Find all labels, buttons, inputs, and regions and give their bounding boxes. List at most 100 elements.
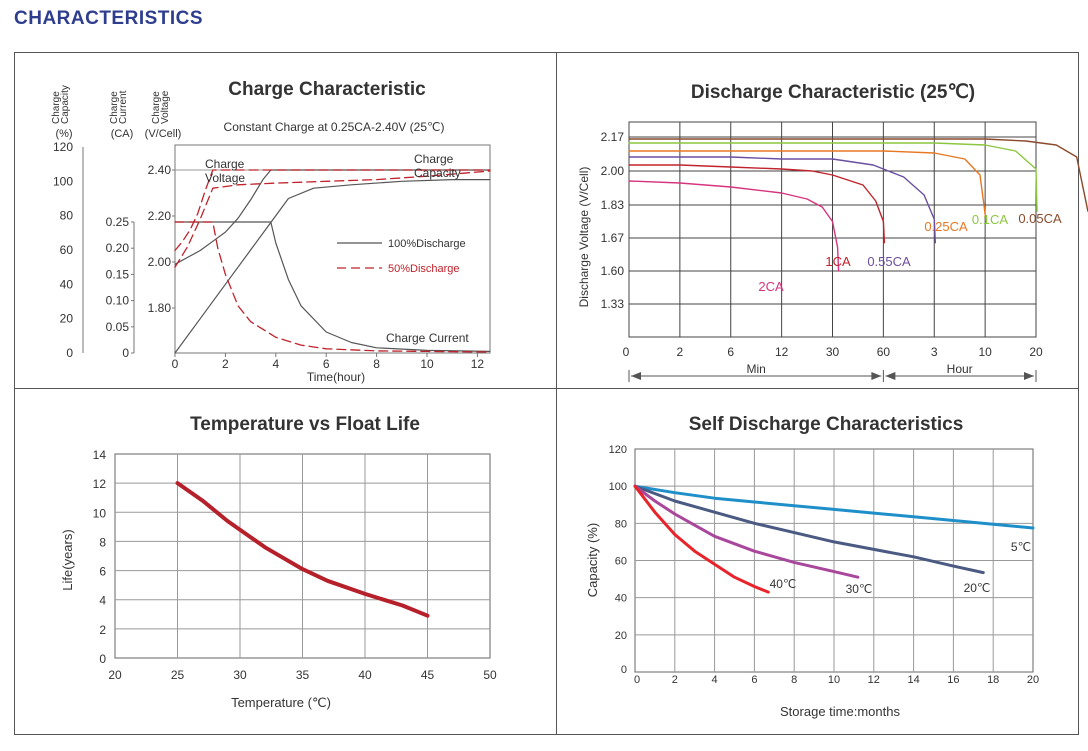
capacity-tick-label: 120 bbox=[53, 140, 73, 154]
legend-label-100: 100%Discharge bbox=[388, 238, 466, 250]
discharge-x-tick-label: 6 bbox=[727, 345, 734, 359]
charge-voltage-100-line bbox=[174, 169, 491, 265]
self-discharge-x-tick-label: 12 bbox=[868, 674, 880, 686]
legend-label-50: 50%Discharge bbox=[388, 263, 460, 275]
self-discharge-x-tick-label: 0 bbox=[634, 674, 640, 686]
voltage-tick-label: 2.20 bbox=[148, 209, 172, 223]
self-discharge-x-tick-label: 2 bbox=[672, 674, 678, 686]
charge-current-50-line bbox=[174, 221, 491, 353]
self-discharge-y-tick-label: 120 bbox=[609, 444, 627, 456]
float-life-y-tick-label: 12 bbox=[93, 477, 107, 491]
discharge-curve-01CA bbox=[628, 142, 1038, 212]
self-discharge-curve bbox=[633, 484, 985, 575]
discharge-y-tick-label: 1.83 bbox=[601, 198, 625, 212]
charge-capacity-annotation: Capacity bbox=[414, 166, 461, 180]
charge-chart-title: Charge Characteristic bbox=[228, 79, 426, 100]
charge-x-axis-label: Time(hour) bbox=[307, 370, 365, 384]
discharge-y-axis-label: Discharge Voltage (V/Cell) bbox=[577, 167, 591, 308]
discharge-curve-label: 0.05CA bbox=[1018, 211, 1062, 226]
charge-capacity-50-line bbox=[174, 170, 491, 268]
capacity-tick-label: 40 bbox=[60, 277, 74, 291]
charge-x-tick-label: 2 bbox=[222, 357, 229, 371]
float-life-x-tick-label: 20 bbox=[108, 668, 122, 682]
current-tick-label: 0 bbox=[122, 346, 129, 360]
self-discharge-curve-label: 20℃ bbox=[964, 581, 991, 595]
discharge-y-tick-label: 2.00 bbox=[601, 164, 625, 178]
self-discharge-x-tick-label: 20 bbox=[1027, 674, 1039, 686]
charge-capacity-100-line bbox=[174, 179, 491, 354]
charts-frame bbox=[14, 52, 1079, 735]
discharge-x-tick-label: 20 bbox=[1029, 345, 1043, 359]
discharge-curve-label: 0.25CA bbox=[924, 219, 968, 234]
self-discharge-x-tick-label: 16 bbox=[947, 674, 959, 686]
charge-x-tick-label: 4 bbox=[272, 357, 279, 371]
discharge-y-tick-label: 2.17 bbox=[601, 130, 625, 144]
discharge-curve-label: 1CA bbox=[825, 254, 851, 269]
float-life-y-tick-label: 8 bbox=[99, 535, 106, 549]
discharge-x-tick-label: 60 bbox=[877, 345, 891, 359]
float-life-y-axis-label: Life(years) bbox=[60, 529, 75, 590]
charge-axis-header: Charge bbox=[51, 91, 62, 124]
charge-axis-header-unit: (V/Cell) bbox=[145, 128, 182, 140]
charge-chart-subtitle: Constant Charge at 0.25CA-2.40V (25℃) bbox=[224, 120, 445, 134]
float-life-x-tick-label: 35 bbox=[296, 668, 310, 682]
charge-voltage-annotation: Charge bbox=[205, 157, 245, 171]
float-life-y-tick-label: 0 bbox=[99, 652, 106, 666]
charge-axis-header-unit: (CA) bbox=[111, 128, 134, 140]
frame-divider-vertical bbox=[556, 52, 557, 735]
self-discharge-y-tick-label: 0 bbox=[621, 664, 627, 676]
current-tick-label: 0.05 bbox=[106, 320, 130, 334]
charge-x-tick-label: 6 bbox=[323, 357, 330, 371]
charge-x-tick-label: 8 bbox=[373, 357, 380, 371]
self-discharge-curve bbox=[633, 484, 770, 594]
charge-capacity-annotation: Charge bbox=[414, 152, 454, 166]
current-tick-label: 0.10 bbox=[106, 294, 130, 308]
float-life-x-tick-label: 25 bbox=[171, 668, 185, 682]
self-discharge-y-tick-label: 20 bbox=[615, 630, 627, 642]
range-arrow-head bbox=[631, 372, 641, 380]
float-life-x-tick-label: 45 bbox=[421, 668, 435, 682]
charge-x-tick-label: 0 bbox=[172, 357, 179, 371]
float-life-y-tick-label: 6 bbox=[99, 565, 106, 579]
discharge-curve-005CA bbox=[628, 138, 1088, 212]
capacity-tick-label: 20 bbox=[60, 312, 74, 326]
discharge-curve-label: 0.1CA bbox=[972, 212, 1008, 227]
discharge-curve-label: 2CA bbox=[758, 279, 784, 294]
charge-axis-header-unit: (%) bbox=[55, 128, 72, 140]
charge-voltage-50-line bbox=[174, 169, 491, 252]
float-life-x-tick-label: 30 bbox=[233, 668, 247, 682]
discharge-chart-title: Discharge Characteristic (25℃) bbox=[691, 82, 975, 103]
capacity-tick-label: 60 bbox=[60, 243, 74, 257]
float-life-y-tick-label: 2 bbox=[99, 623, 106, 637]
range-arrow-head bbox=[871, 372, 882, 380]
self-discharge-curve bbox=[633, 484, 860, 579]
discharge-y-tick-label: 1.33 bbox=[601, 297, 625, 311]
self-discharge-y-tick-label: 60 bbox=[615, 556, 627, 568]
float-life-y-tick-label: 14 bbox=[93, 448, 107, 462]
self-discharge-x-tick-label: 18 bbox=[987, 674, 999, 686]
float-life-x-axis-label: Temperature (℃) bbox=[231, 695, 331, 710]
charge-axis-header: Voltage bbox=[160, 90, 171, 124]
discharge-x-tick-label: 12 bbox=[775, 345, 789, 359]
float-life-x-tick-label: 40 bbox=[358, 668, 372, 682]
capacity-tick-label: 80 bbox=[60, 209, 74, 223]
discharge-x-tick-label: 3 bbox=[931, 345, 938, 359]
current-tick-label: 0.15 bbox=[106, 267, 130, 281]
discharge-curve-label: 0.55CA bbox=[867, 254, 911, 269]
voltage-tick-label: 2.40 bbox=[148, 163, 172, 177]
frame-divider-horizontal bbox=[14, 388, 1079, 389]
charge-plot-frame bbox=[174, 144, 491, 354]
discharge-curve-055CA bbox=[628, 156, 936, 244]
self-discharge-y-tick-label: 40 bbox=[615, 593, 627, 605]
charge-x-tick-label: 10 bbox=[420, 357, 434, 371]
voltage-tick-label: 2.00 bbox=[148, 255, 172, 269]
self-discharge-curve bbox=[633, 484, 1035, 530]
self-discharge-chart-title: Self Discharge Characteristics bbox=[689, 414, 964, 435]
float-life-chart-title: Temperature vs Float Life bbox=[190, 414, 420, 435]
current-tick-label: 0.25 bbox=[106, 215, 130, 229]
discharge-curve-025CA bbox=[628, 150, 987, 223]
discharge-curve-1CA bbox=[628, 164, 886, 244]
discharge-x-tick-label: 0 bbox=[623, 345, 630, 359]
discharge-x-tick-label: 2 bbox=[677, 345, 684, 359]
